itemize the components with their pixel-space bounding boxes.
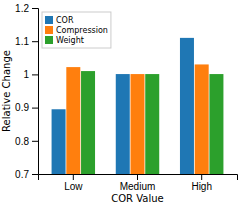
legend-item: Compression [45,26,108,35]
bar [66,67,80,174]
x-axis-title: COR Value [111,193,163,204]
x-tick-label: Medium [120,181,156,192]
legend-label: COR [56,16,74,25]
y-tick-mark [32,74,38,75]
bar [145,74,159,174]
chart: 0.7 0.8 0.9 1 1.1 1.2 Low Medium High CORCompress… [0,0,243,206]
y-tick-mark [32,141,38,142]
legend-swatch [45,26,53,34]
legend-item: COR [45,16,74,25]
bar [195,64,209,174]
bar [131,74,145,174]
x-tick: Medium [120,174,156,192]
y-tick: 1.1 [15,36,38,47]
y-tick-label: 1.2 [15,3,29,14]
x-tick: High [191,174,212,192]
x-axis-line [39,175,238,181]
x-tick-label: Low [64,181,83,192]
y-tick-mark [32,108,38,109]
y-tick-mark [32,174,38,175]
bar [52,109,66,174]
bar [180,38,194,174]
bars [52,38,224,174]
y-tick: 1.2 [15,3,38,14]
legend-swatch [45,16,53,24]
x-axis: Low Medium High [39,174,238,192]
bar [116,74,130,174]
x-tick-mark [73,174,74,180]
x-tick-label: High [191,181,212,192]
legend-frame [42,12,111,48]
y-tick-label: 1 [23,69,29,80]
y-tick-label: 0.7 [15,169,29,180]
y-tick-mark [32,41,38,42]
x-tick-mark [137,174,138,180]
bar [209,74,223,174]
legend: CORCompressionWeight [42,12,111,48]
plot: 0.7 0.8 0.9 1 1.1 1.2 Low Medium High CORCompress… [15,3,237,206]
y-tick: 0.9 [15,102,38,113]
y-axis-title: Relative Change [1,50,12,132]
legend-label: Weight [56,36,84,45]
x-tick: Low [64,174,83,192]
y-tick-label: 0.8 [15,136,29,147]
legend-label: Compression [56,26,108,35]
legend-swatch [45,36,53,44]
y-axis: 0.7 0.8 0.9 1 1.1 1.2 [15,3,38,180]
legend-item: Weight [45,36,84,45]
y-axis-line [32,9,39,175]
x-tick-mark [201,174,202,180]
y-tick-mark [32,8,38,9]
y-tick: 1 [23,69,38,80]
y-tick-label: 1.1 [15,36,29,47]
y-tick: 0.8 [15,136,38,147]
y-tick-label: 0.9 [15,102,29,113]
bar [81,71,95,174]
y-tick: 0.7 [15,169,38,180]
